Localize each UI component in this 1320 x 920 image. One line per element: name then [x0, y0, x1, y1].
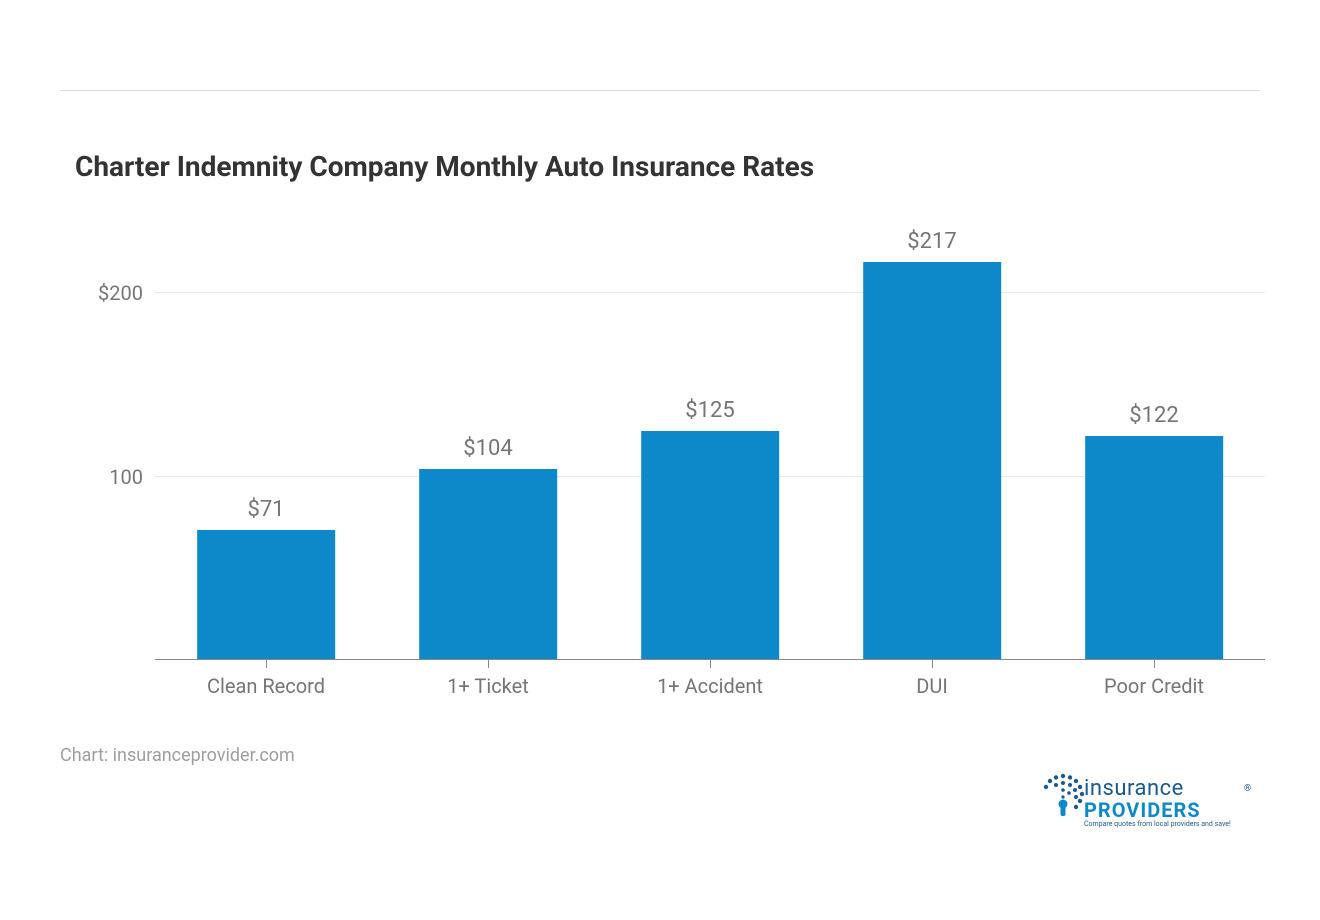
logo-tagline: Compare quotes from local providers and …	[1084, 820, 1231, 828]
x-tick-label: Poor Credit	[1104, 674, 1204, 698]
bar-slot: $122	[1043, 220, 1265, 660]
plot-region: $71$104$125$217$122 100$200	[155, 220, 1265, 660]
bar-slot: $217	[821, 220, 1043, 660]
bar: $217	[863, 262, 1001, 660]
x-tick	[488, 660, 489, 668]
x-tick	[266, 660, 267, 668]
bar: $125	[641, 431, 779, 660]
bar: $71	[197, 530, 335, 660]
bar-value-label: $104	[463, 436, 512, 461]
chart-title: Charter Indemnity Company Monthly Auto I…	[75, 150, 814, 183]
logo-dots-icon	[1040, 772, 1086, 818]
x-tick	[932, 660, 933, 668]
bar-slot: $125	[599, 220, 821, 660]
bar-slot: $71	[155, 220, 377, 660]
x-tick	[710, 660, 711, 668]
x-tick-label: DUI	[916, 674, 948, 698]
top-divider	[60, 90, 1260, 91]
bar-value-label: $125	[685, 398, 734, 423]
logo-registered-icon: ®	[1244, 784, 1251, 794]
y-tick-label: 100	[109, 465, 143, 489]
chart-source: Chart: insuranceprovider.com	[60, 745, 295, 766]
y-tick-label: $200	[98, 281, 143, 305]
x-tick-label: 1+ Ticket	[447, 674, 529, 698]
bar-value-label: $71	[247, 497, 284, 522]
bars-container: $71 $104 $125 $217 $122	[155, 220, 1265, 660]
bar-value-label: $217	[907, 229, 956, 254]
x-tick-label: 1+ Accident	[657, 674, 763, 698]
x-tick	[1154, 660, 1155, 668]
x-tick-label: Clean Record	[207, 674, 325, 698]
brand-logo: insurance PROVIDERS ® Compare quotes fro…	[1040, 770, 1260, 840]
bar: $104	[419, 469, 557, 660]
bar-slot: $104	[377, 220, 599, 660]
x-axis: Clean Record 1+ Ticket 1+ Accident DUI Poor …	[155, 660, 1265, 720]
bar-value-label: $122	[1129, 403, 1178, 428]
bar: $122	[1085, 436, 1223, 660]
chart-area: $71 $104 $125 $217 $122 100 $200 Clean Record…	[75, 220, 1265, 720]
logo-text-line2: PROVIDERS	[1084, 798, 1201, 822]
